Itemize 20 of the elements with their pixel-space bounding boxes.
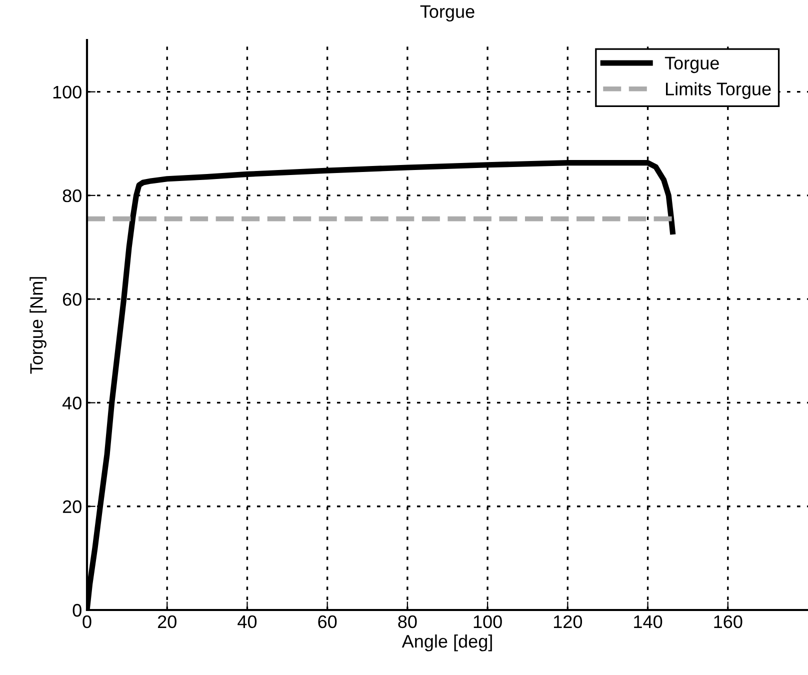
x-tick-label: 40	[238, 615, 257, 628]
x-tick-label: 20	[158, 615, 176, 628]
y-tick-label: 40	[62, 396, 82, 410]
y-tick-label: 20	[62, 500, 82, 514]
legend-label: Limits Torgue	[666, 82, 771, 99]
y-tick-label: 100	[53, 86, 82, 99]
y-tick-label: 80	[62, 189, 82, 202]
y-tick-label: 60	[62, 293, 82, 306]
x-axis-title: Angle [deg]	[402, 634, 492, 652]
x-tick-label: 140	[634, 615, 662, 628]
x-tick-label: 120	[554, 615, 582, 628]
y-axis-title: Torgue [Nm]	[30, 277, 46, 374]
chart-title: Torgue	[420, 5, 474, 22]
x-tick-label: 160	[714, 615, 742, 628]
x-tick-label: 100	[474, 615, 502, 628]
x-tick-label: 80	[398, 615, 417, 628]
legend-label: Torgue	[664, 56, 719, 74]
x-tick-label: 60	[318, 615, 337, 628]
x-tick-label: 0	[82, 615, 92, 628]
y-tick-label: 0	[72, 604, 82, 617]
